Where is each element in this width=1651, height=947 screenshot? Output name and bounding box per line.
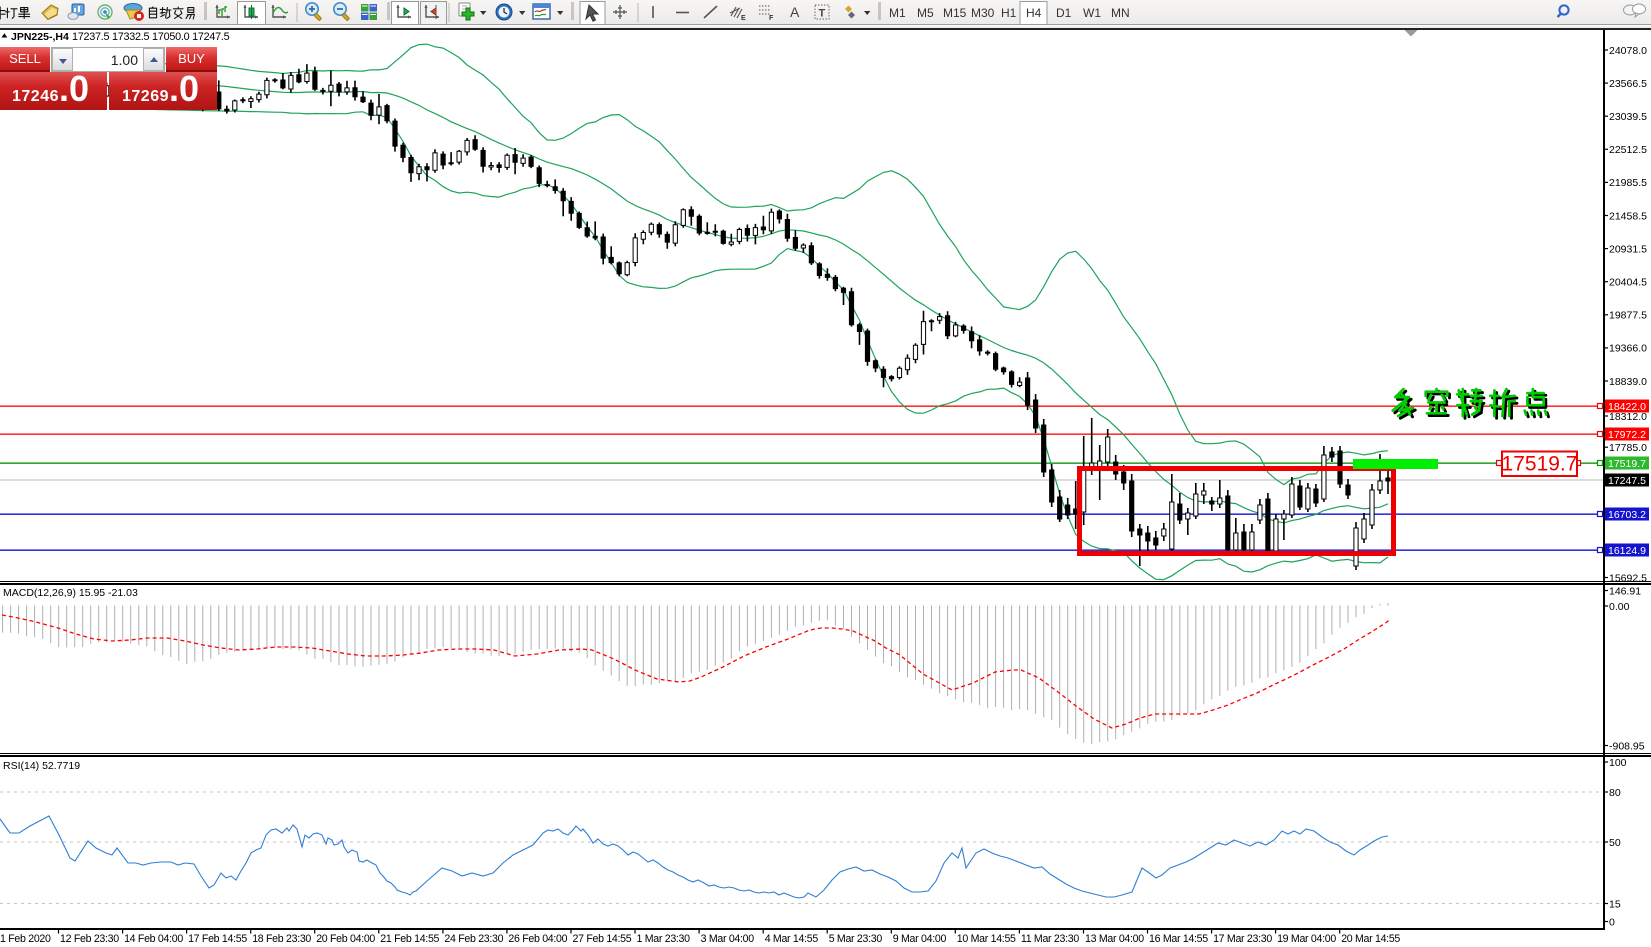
- svg-text:80: 80: [1609, 787, 1621, 799]
- svg-text:10 Mar 14:55: 10 Mar 14:55: [957, 933, 1016, 945]
- svg-text:17785.0: 17785.0: [1609, 442, 1647, 454]
- svg-text:D1: D1: [1056, 6, 1072, 20]
- svg-text:21 Feb 14:55: 21 Feb 14:55: [380, 933, 439, 945]
- svg-text:23039.5: 23039.5: [1609, 111, 1647, 123]
- svg-text:0: 0: [1609, 916, 1615, 928]
- svg-text:MACD(12,26,9) 15.95 -21.03: MACD(12,26,9) 15.95 -21.03: [3, 587, 138, 599]
- svg-text:19 Mar 04:00: 19 Mar 04:00: [1277, 933, 1336, 945]
- svg-text:17519.7: 17519.7: [1502, 453, 1578, 476]
- svg-text:RSI(14) 52.7719: RSI(14) 52.7719: [3, 760, 80, 772]
- svg-text:20931.5: 20931.5: [1609, 243, 1647, 255]
- svg-text:18312.0: 18312.0: [1609, 411, 1647, 423]
- svg-text:16 Mar 14:55: 16 Mar 14:55: [1149, 933, 1208, 945]
- svg-text:1 Feb 2020: 1 Feb 2020: [0, 933, 51, 945]
- svg-text:5 Mar 23:30: 5 Mar 23:30: [829, 933, 883, 945]
- svg-text:13 Mar 04:00: 13 Mar 04:00: [1085, 933, 1144, 945]
- svg-text:17247.5: 17247.5: [1608, 475, 1646, 487]
- svg-text:17 Feb 14:55: 17 Feb 14:55: [188, 933, 247, 945]
- svg-text:4 Mar 14:55: 4 Mar 14:55: [765, 933, 819, 945]
- svg-text:27 Feb 14:55: 27 Feb 14:55: [573, 933, 632, 945]
- svg-text:15692.5: 15692.5: [1609, 572, 1647, 584]
- svg-text:20404.5: 20404.5: [1609, 277, 1647, 289]
- svg-text:22512.5: 22512.5: [1609, 144, 1647, 156]
- svg-text:100: 100: [1609, 757, 1627, 769]
- svg-text:14 Feb 04:00: 14 Feb 04:00: [124, 933, 183, 945]
- svg-text:24 Feb 23:30: 24 Feb 23:30: [444, 933, 503, 945]
- svg-text:146.91: 146.91: [1609, 585, 1641, 597]
- svg-text:21458.5: 21458.5: [1609, 210, 1647, 222]
- svg-text:E: E: [741, 15, 746, 22]
- svg-text:11 Mar 23:30: 11 Mar 23:30: [1021, 933, 1079, 945]
- svg-text:M5: M5: [917, 6, 934, 20]
- svg-text:1 Mar 23:30: 1 Mar 23:30: [637, 933, 691, 945]
- svg-text:M1: M1: [889, 6, 906, 20]
- svg-text:JPN225-,H4: JPN225-,H4: [11, 31, 69, 43]
- svg-text:A: A: [790, 4, 800, 20]
- svg-text:16703.2: 16703.2: [1608, 509, 1646, 521]
- svg-text:0.00: 0.00: [1609, 601, 1630, 613]
- svg-text:9 Mar 04:00: 9 Mar 04:00: [893, 933, 947, 945]
- svg-text:20 Feb 04:00: 20 Feb 04:00: [316, 933, 375, 945]
- svg-text:17237.5 17332.5 17050.0 17247.: 17237.5 17332.5 17050.0 17247.5: [72, 31, 230, 43]
- svg-text:M30: M30: [971, 6, 995, 20]
- svg-text:15: 15: [1609, 898, 1621, 910]
- svg-text:18422.0: 18422.0: [1608, 401, 1646, 413]
- svg-text:MN: MN: [1111, 6, 1130, 20]
- svg-text:-908.95: -908.95: [1609, 740, 1645, 752]
- svg-text:23566.5: 23566.5: [1609, 78, 1647, 90]
- svg-text:19366.0: 19366.0: [1609, 343, 1647, 355]
- svg-text:18 Feb 23:30: 18 Feb 23:30: [252, 933, 311, 945]
- svg-text:24078.0: 24078.0: [1609, 45, 1647, 57]
- svg-text:H1: H1: [1001, 6, 1017, 20]
- svg-text:H4: H4: [1026, 6, 1042, 20]
- svg-text:F: F: [769, 15, 774, 22]
- svg-text:17519.7: 17519.7: [1608, 458, 1646, 470]
- svg-text:18839.0: 18839.0: [1609, 376, 1647, 388]
- svg-text:3 Mar 04:00: 3 Mar 04:00: [701, 933, 755, 945]
- svg-text:W1: W1: [1083, 6, 1101, 20]
- svg-text:17 Mar 23:30: 17 Mar 23:30: [1213, 933, 1272, 945]
- svg-text:T: T: [819, 8, 826, 20]
- svg-text:19877.5: 19877.5: [1609, 310, 1647, 322]
- svg-text:16124.9: 16124.9: [1608, 545, 1646, 557]
- svg-text:17972.2: 17972.2: [1608, 429, 1646, 441]
- svg-text:20 Mar 14:55: 20 Mar 14:55: [1341, 933, 1400, 945]
- svg-text:12 Feb 23:30: 12 Feb 23:30: [60, 933, 119, 945]
- svg-text:50: 50: [1609, 837, 1621, 849]
- svg-text:21985.5: 21985.5: [1609, 177, 1647, 189]
- svg-text:26 Feb 04:00: 26 Feb 04:00: [508, 933, 567, 945]
- svg-text:M15: M15: [943, 6, 967, 20]
